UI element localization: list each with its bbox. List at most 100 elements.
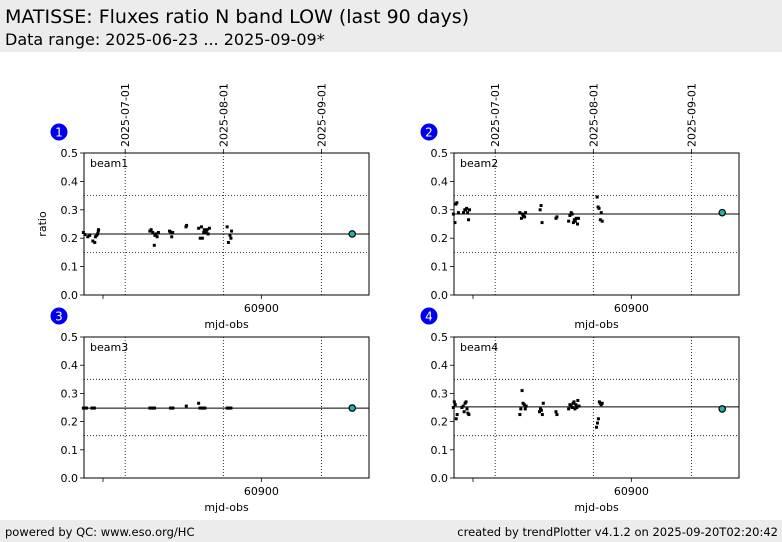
panel-4-data-point [518,413,522,417]
panel-1-date-tick-label: 2025-07-01 [119,83,132,147]
panel-1-data-point [156,231,160,235]
panel-2-data-point [466,211,470,215]
panel-1-data-point [83,233,87,237]
header-bar: MATISSE: Fluxes ratio N band LOW (last 9… [0,0,782,52]
panel-2-data-point [540,221,544,225]
panel-2-data-point [465,206,469,210]
panel-1-date-tick-label: 2025-08-01 [217,83,230,147]
panel-3-x-tick-label: 60900 [244,485,279,498]
panel-4-data-point [523,407,527,411]
panel-1-data-point [171,231,175,235]
panel-1-data-point [225,225,229,229]
panel-4-data-point [540,413,544,417]
panel-3-data-point [229,406,233,410]
panel-4-number-badge-label: 4 [425,310,433,324]
panel-1-data-point [198,236,202,240]
panel-4-data-point [464,400,468,404]
panel-2-y-tick-label: 0.0 [431,289,449,302]
panel-3-y-tick-label: 0.3 [61,387,79,400]
panel-4-data-point [572,400,576,404]
panel-3-beam-label: beam3 [90,341,128,354]
footer-powered-by: powered by QC: www.eso.org/HC [5,525,195,539]
panel-2-data-point [571,221,575,225]
panel-1-latest-point [348,230,357,238]
panel-1-data-point [202,228,206,232]
panel-3-data-point [85,406,89,410]
panel-4-data-point [576,398,580,402]
panel-3-data-point [81,406,85,410]
panel-2-date-tick-label: 2025-07-01 [489,83,502,147]
panel-2-data-point [518,211,522,215]
panel-1-x-axis-label: mjd-obs [204,318,249,331]
panel-3-data-point [184,404,188,408]
panel-1-data-point [86,235,90,239]
panel-2-y-tick-label: 0.4 [431,175,449,188]
panel-3-data-point [203,406,207,410]
panel-1-data-point [226,240,230,244]
panel-3-x-axis-label: mjd-obs [204,501,249,514]
panel-1-data-point [170,235,174,239]
panel-1-y-tick-label: 0.5 [61,147,79,160]
panel-1-beam-label: beam1 [90,157,128,170]
panel-4-data-point [467,413,471,417]
panel-1-data-point [200,236,204,240]
panel-4-data-point [522,403,526,407]
panel-1-data-point [229,236,233,240]
panel-4-x-axis-label: mjd-obs [574,501,619,514]
panel-1-y-tick-label: 0.2 [61,232,79,245]
panel-1-y-tick-label: 0.3 [61,204,79,217]
panel-1-number-badge-label: 1 [55,126,63,140]
data-range-subtitle: Data range: 2025-06-23 ... 2025-09-09* [5,30,325,49]
panel-4-data-point [453,403,457,407]
panel-2-data-point [570,212,574,216]
panel-4-data-point [596,417,600,421]
panel-2-y-tick-label: 0.2 [431,232,449,245]
panel-3-data-point [171,406,175,410]
panel-4-data-point [539,408,543,412]
footer-created-by: created by trendPlotter v4.1.2 on 2025-0… [457,525,778,539]
panel-3-number-badge-label: 3 [55,310,63,324]
panel-2-data-point [595,195,599,199]
panel-1-y-axis-label: ratio [36,211,49,237]
panel-2-data-point [455,201,459,205]
panel-2-data-point [600,219,604,223]
panel-1-data-point [202,231,206,235]
panel-4-data-point [465,407,469,411]
panel-2-data-point [568,213,572,217]
panel-4-data-point [462,410,466,414]
panel-4-data-point [461,404,465,408]
panel-1-data-point [97,228,101,232]
panel-1-data-point [207,226,211,230]
panel-4-data-point [519,407,523,411]
panel-1-data-point [185,223,189,227]
panel-3-data-point [148,406,152,410]
panel-4-y-tick-label: 0.2 [431,416,449,429]
panel-4-x-tick-label: 60900 [614,485,649,498]
panel-2-data-point [576,216,580,220]
panel-1-data-point [154,232,158,236]
panel-2-y-tick-label: 0.1 [431,261,449,274]
panel-2-data-point [524,211,528,215]
panel-1-data-point [155,235,159,239]
panel-3-y-tick-label: 0.1 [61,444,79,457]
panel-2-data-point [538,208,542,212]
panel-2-data-point [597,206,601,210]
panel-1-data-point [93,240,97,244]
panel-4-number-badge [420,307,438,325]
panel-2-data-point [519,216,523,220]
panel-2-data-point [555,215,559,219]
panel-1-number-badge [50,123,68,141]
panel-3-data-point [149,406,153,410]
panel-4-data-point [574,403,578,407]
panel-1-data-point [96,232,100,236]
panel-1-data-point [205,228,209,232]
panel-3-data-point [153,406,157,410]
page-title: MATISSE: Fluxes ratio N band LOW (last 9… [5,6,470,28]
panel-2-data-point [456,211,460,215]
panel-4-y-tick-label: 0.3 [431,387,449,400]
panel-4-data-point [575,406,579,409]
panel-4-latest-point [718,405,727,413]
panel-4-beam-label: beam4 [460,341,498,354]
panel-2-data-point [598,218,602,222]
